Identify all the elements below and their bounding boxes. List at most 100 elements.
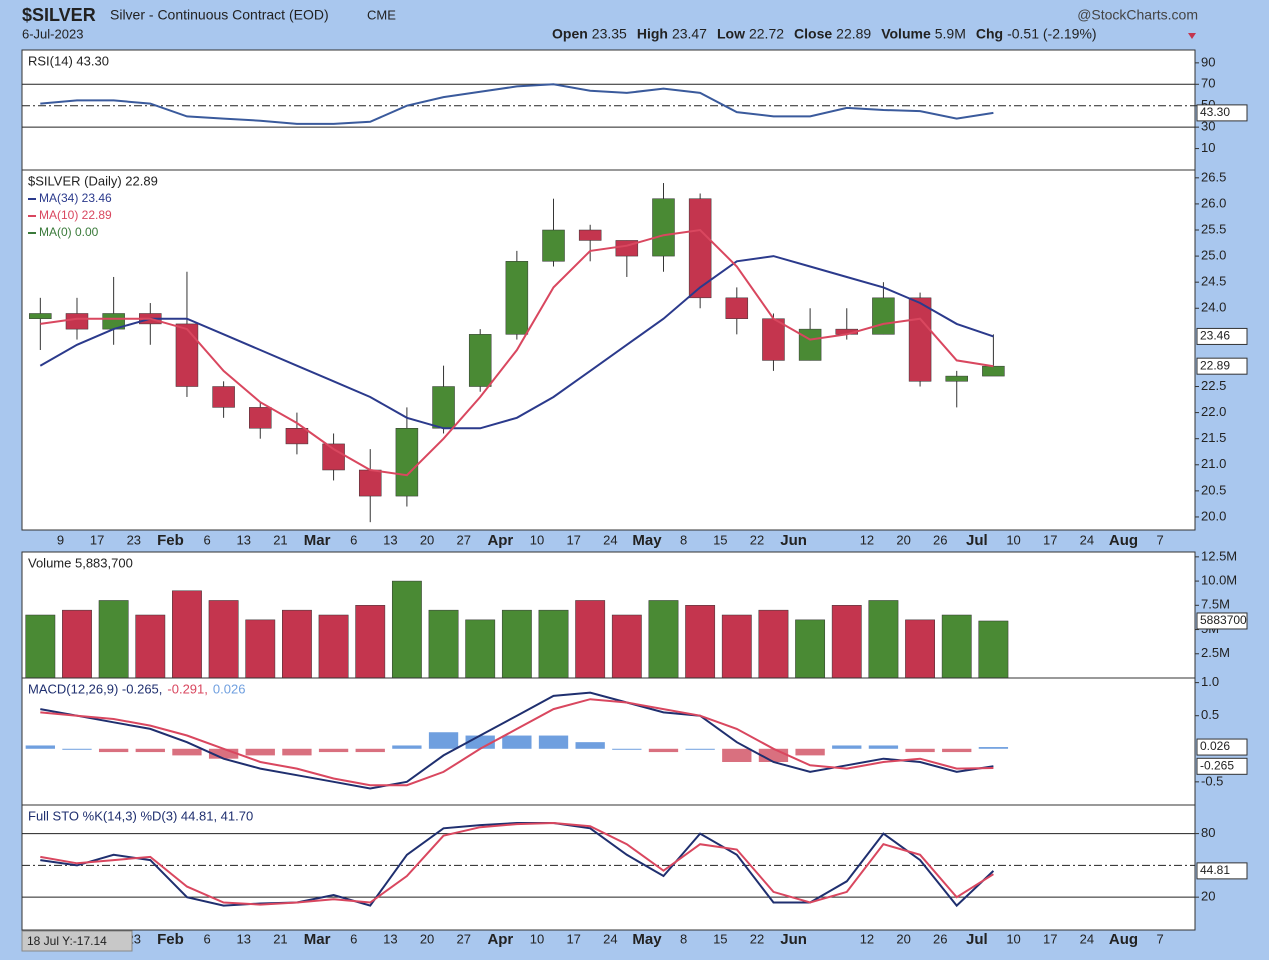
y-tick-label: 80 bbox=[1201, 825, 1215, 840]
x-tick-label: 13 bbox=[383, 532, 397, 547]
volume-bar bbox=[575, 600, 606, 679]
y-tick-label: 25.5 bbox=[1201, 221, 1226, 236]
histogram-bar bbox=[25, 745, 55, 749]
histogram-bar bbox=[832, 745, 862, 749]
legend-text: MA(0) 0.00 bbox=[39, 225, 99, 239]
volume-bar bbox=[831, 605, 862, 679]
x-tick-label: Aug bbox=[1109, 532, 1138, 549]
stat-value: 5.9M bbox=[935, 26, 966, 42]
value-box-label: 5883700 bbox=[1200, 613, 1247, 627]
stat-label: Volume bbox=[881, 26, 931, 42]
volume-bar bbox=[172, 590, 202, 679]
x-tick-label: Jun bbox=[780, 532, 807, 549]
legend-text: -0.291, bbox=[167, 681, 207, 696]
series-line bbox=[40, 83, 994, 125]
x-tick-label: 21 bbox=[273, 931, 287, 946]
value-box bbox=[1196, 757, 1248, 775]
histogram-bar bbox=[942, 748, 972, 753]
legend-text: $SILVER (Daily) 22.89 bbox=[28, 173, 158, 188]
x-tick-label: 23 bbox=[127, 532, 141, 547]
histogram-bar bbox=[62, 748, 92, 750]
x-tick-label: 17 bbox=[1043, 931, 1057, 946]
stat-value: 23.47 bbox=[672, 26, 707, 42]
y-tick-label: 12.5M bbox=[1201, 548, 1237, 563]
x-tick-label: May bbox=[632, 931, 662, 948]
histogram-bar bbox=[538, 735, 569, 749]
candle-body bbox=[542, 229, 565, 262]
volume-bar bbox=[868, 600, 899, 679]
x-tick-label: 13 bbox=[237, 532, 251, 547]
stat-value: 23.35 bbox=[592, 26, 627, 42]
histogram-bar bbox=[428, 732, 459, 749]
histogram-bar bbox=[318, 748, 349, 753]
y-tick-label: 24.0 bbox=[1201, 300, 1226, 315]
legend-text: 0.026 bbox=[213, 681, 246, 696]
histogram-bar bbox=[575, 742, 605, 749]
x-tick-label: 17 bbox=[1043, 532, 1057, 547]
value-box bbox=[1196, 327, 1248, 345]
candle-body bbox=[908, 297, 932, 382]
x-tick-label: 7 bbox=[1157, 532, 1164, 547]
stat-value: 22.89 bbox=[836, 26, 871, 42]
volume-bar bbox=[721, 614, 752, 679]
volume-bar bbox=[758, 609, 789, 679]
histogram-bar bbox=[392, 745, 422, 749]
candle-body bbox=[432, 386, 455, 429]
y-tick-label: 20.5 bbox=[1201, 482, 1226, 497]
value-box-label: 23.46 bbox=[1200, 329, 1230, 343]
panel bbox=[21, 677, 1196, 806]
x-tick-label: 13 bbox=[237, 931, 251, 946]
x-tick-label: Mar bbox=[304, 532, 331, 549]
value-box-label: 44.81 bbox=[1200, 863, 1230, 877]
candle-body bbox=[798, 328, 822, 361]
histogram-bar bbox=[98, 748, 129, 753]
candle-body bbox=[29, 313, 52, 319]
x-tick-label: 26 bbox=[933, 532, 947, 547]
x-tick-label: 10 bbox=[1006, 931, 1020, 946]
legend-text: MA(10) 22.89 bbox=[39, 208, 112, 222]
x-tick-label: 6 bbox=[203, 532, 210, 547]
candle-body bbox=[285, 428, 309, 445]
value-box bbox=[1196, 104, 1248, 122]
panel bbox=[21, 49, 1196, 171]
candle-body bbox=[358, 469, 382, 497]
volume-bar bbox=[685, 605, 716, 679]
series-line bbox=[40, 821, 994, 906]
y-tick-label: 20.0 bbox=[1201, 508, 1226, 523]
volume-bar bbox=[648, 600, 679, 679]
histogram-bar bbox=[905, 748, 935, 753]
x-tick-label: 22 bbox=[750, 931, 764, 946]
value-box-label: 43.30 bbox=[1200, 105, 1230, 119]
legend-text: MA(34) 23.46 bbox=[39, 191, 112, 205]
cursor-note-box bbox=[21, 930, 133, 952]
volume-bar bbox=[978, 620, 1009, 679]
x-tick-label: 24 bbox=[1080, 931, 1094, 946]
volume-bar bbox=[465, 619, 496, 679]
series-line bbox=[40, 228, 994, 477]
y-tick-label: 10.0M bbox=[1201, 573, 1237, 588]
candle-body bbox=[945, 375, 968, 382]
histogram-bar bbox=[282, 748, 312, 756]
x-tick-label: 20 bbox=[896, 931, 910, 946]
volume-bar bbox=[62, 609, 92, 679]
candle-body bbox=[322, 443, 345, 471]
x-tick-label: 9 bbox=[57, 532, 64, 547]
x-tick-label: 15 bbox=[713, 532, 727, 547]
stat-label: Chg bbox=[976, 26, 1003, 42]
value-box-label: 22.89 bbox=[1200, 358, 1230, 372]
stat-value: -0.51 (-2.19%) bbox=[1007, 26, 1096, 42]
stat-label: Close bbox=[794, 26, 832, 42]
volume-bar bbox=[135, 614, 166, 679]
y-tick-label: 90 bbox=[1201, 54, 1215, 69]
instrument-name: Silver - Continuous Contract (EOD) bbox=[110, 7, 329, 23]
candle-body bbox=[688, 198, 712, 299]
histogram-bar bbox=[868, 745, 899, 749]
x-tick-label: 21 bbox=[273, 532, 287, 547]
candle-body bbox=[872, 297, 895, 335]
x-tick-label: 22 bbox=[750, 532, 764, 547]
volume-bar bbox=[611, 614, 642, 679]
x-tick-label: Jun bbox=[780, 931, 807, 948]
legend-text: RSI(14) 43.30 bbox=[28, 53, 109, 68]
y-tick-label: 20 bbox=[1201, 889, 1215, 904]
